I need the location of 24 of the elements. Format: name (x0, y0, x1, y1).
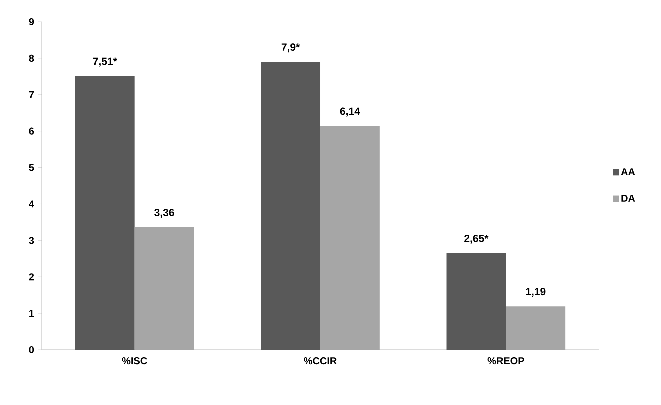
data-label: 6,14 (340, 108, 360, 117)
x-tick-label: %ISC (122, 358, 148, 365)
data-label: 7,9* (282, 44, 300, 53)
x-tick-label: %REOP (488, 358, 524, 365)
data-label: 3,36 (154, 209, 174, 218)
data-label: 1,19 (526, 288, 546, 298)
y-tick-label: 0 (29, 346, 34, 354)
y-tick-label: 2 (29, 274, 34, 281)
y-tick-label: 4 (29, 200, 34, 208)
y-tick-label: 1 (30, 310, 34, 317)
bar (261, 62, 320, 350)
y-tick-label: 6 (29, 128, 34, 135)
x-tick-label: %CCIR (304, 358, 337, 365)
bar (75, 76, 135, 350)
legend-label: DA (622, 194, 636, 202)
y-tick-label: 9 (29, 18, 34, 26)
y-tick-label: 8 (29, 54, 34, 62)
y-tick-label: 3 (29, 237, 34, 244)
data-label: 2,65* (464, 234, 489, 244)
legend-label: AA (621, 168, 636, 176)
bar (446, 253, 506, 350)
data-label: 7,51* (93, 58, 118, 67)
y-tick-label: 7 (29, 91, 34, 98)
y-tick-label: 5 (29, 164, 34, 172)
